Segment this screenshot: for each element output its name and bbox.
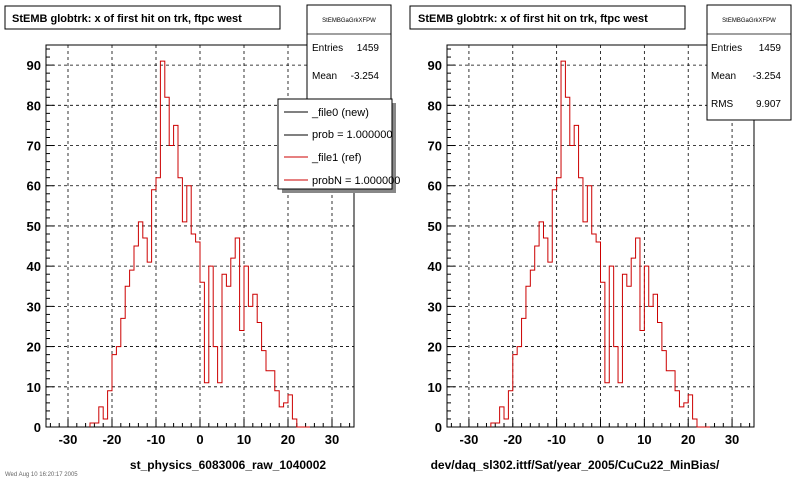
stats-box-left: StEMBGaGrkXFPW Entries 1459 Mean -3.254 [306, 4, 392, 101]
panel-right: 0 10 20 30 40 50 60 70 80 90 -30 -20 -10 0 10 20 30 StE… [409, 4, 792, 472]
stats-entries-label-left: Entries [312, 43, 343, 54]
stats-mean-label-right: Mean [711, 71, 736, 82]
footer-timestamp: Wed Aug 10 16:20:17 2005 [5, 472, 78, 478]
y-tick-label: 70 [27, 139, 41, 154]
x-tick-label: 0 [196, 432, 203, 447]
y-tick-label: 30 [27, 299, 41, 314]
y-tick-label: 80 [428, 98, 442, 113]
stats-name-right: StEMBGaGrkXFPW [722, 18, 776, 24]
y-tick-label: 60 [27, 179, 41, 194]
x-tick-label: -30 [460, 432, 479, 447]
stats-mean-value-right: -3.254 [753, 71, 782, 82]
x-tick-label: 20 [681, 432, 695, 447]
x-tick-label: 30 [725, 432, 739, 447]
x-tick-label: -10 [147, 432, 166, 447]
y-tick-label: 50 [428, 219, 442, 234]
x-axis-label-right: dev/daq_sl302.ittf/Sat/year_2005/CuCu22_… [431, 458, 720, 472]
y-tick-label: 80 [27, 98, 41, 113]
histogram-step-line [490, 60, 711, 428]
stats-box-right: StEMBGaGrkXFPW Entries 1459 Mean -3.254 … [706, 4, 792, 121]
x-tick-label: 30 [325, 432, 339, 447]
y-tick-label: 40 [428, 259, 442, 274]
stats-name-left: StEMBGaGrkXFPW [322, 18, 376, 24]
y-tick-label: 90 [27, 58, 41, 73]
stats-rms-value-right: 9.907 [756, 99, 781, 110]
title-box-left [4, 5, 281, 30]
x-tick-label: -20 [503, 432, 522, 447]
legend-label-ref: _file1 (ref) [311, 152, 362, 164]
y-tick-label: 20 [27, 340, 41, 355]
y-ticks-right: 0 10 20 30 40 50 60 70 80 90 [428, 48, 455, 435]
stats-mean-value-left: -3.254 [351, 71, 380, 82]
chart-title-left: StEMB globtrk: x of first hit on trk, ft… [12, 13, 242, 25]
legend-left: _file0 (new) prob = 1.000000 _file1 (ref… [277, 98, 400, 193]
x-ticks-left: -30 -20 -10 0 10 20 30 [49, 419, 351, 447]
histogram-ref-left [89, 60, 310, 428]
chart-title-right: StEMB globtrk: x of first hit on trk, ft… [418, 13, 648, 25]
stats-mean-label-left: Mean [312, 71, 337, 82]
y-tick-label: 10 [428, 380, 442, 395]
x-tick-label: -10 [547, 432, 566, 447]
y-tick-label: 20 [428, 340, 442, 355]
y-tick-label: 0 [435, 420, 442, 435]
x-tick-label: -30 [59, 432, 78, 447]
x-tick-label: 10 [637, 432, 651, 447]
panel-left: 0 10 20 30 40 50 60 70 80 90 -30 -20 -10 0 10 20 30 StE… [4, 4, 400, 472]
histogram-step-line [89, 60, 310, 428]
y-ticks-left: 0 10 20 30 40 50 60 70 80 90 [27, 48, 54, 435]
legend-label-new: _file0 (new) [311, 107, 369, 119]
x-tick-label: -20 [103, 432, 122, 447]
x-tick-label: 0 [597, 432, 604, 447]
legend-label-probn: probN = 1.000000 [312, 175, 400, 187]
y-tick-label: 0 [34, 420, 41, 435]
y-tick-label: 10 [27, 380, 41, 395]
stats-entries-value-left: 1459 [357, 43, 380, 54]
y-tick-label: 30 [428, 299, 442, 314]
y-tick-label: 60 [428, 179, 442, 194]
histogram-right [490, 60, 711, 428]
stats-entries-value-right: 1459 [759, 43, 782, 54]
stats-rms-label-right: RMS [711, 99, 734, 110]
y-tick-label: 70 [428, 139, 442, 154]
x-axis-label-left: st_physics_6083006_raw_1040002 [130, 458, 326, 472]
x-tick-label: 10 [237, 432, 251, 447]
y-tick-label: 40 [27, 259, 41, 274]
y-tick-label: 50 [27, 219, 41, 234]
legend-label-prob: prob = 1.000000 [312, 129, 392, 141]
y-tick-label: 90 [428, 58, 442, 73]
x-tick-label: 20 [281, 432, 295, 447]
stats-entries-label-right: Entries [711, 43, 742, 54]
title-box-right [409, 5, 686, 30]
